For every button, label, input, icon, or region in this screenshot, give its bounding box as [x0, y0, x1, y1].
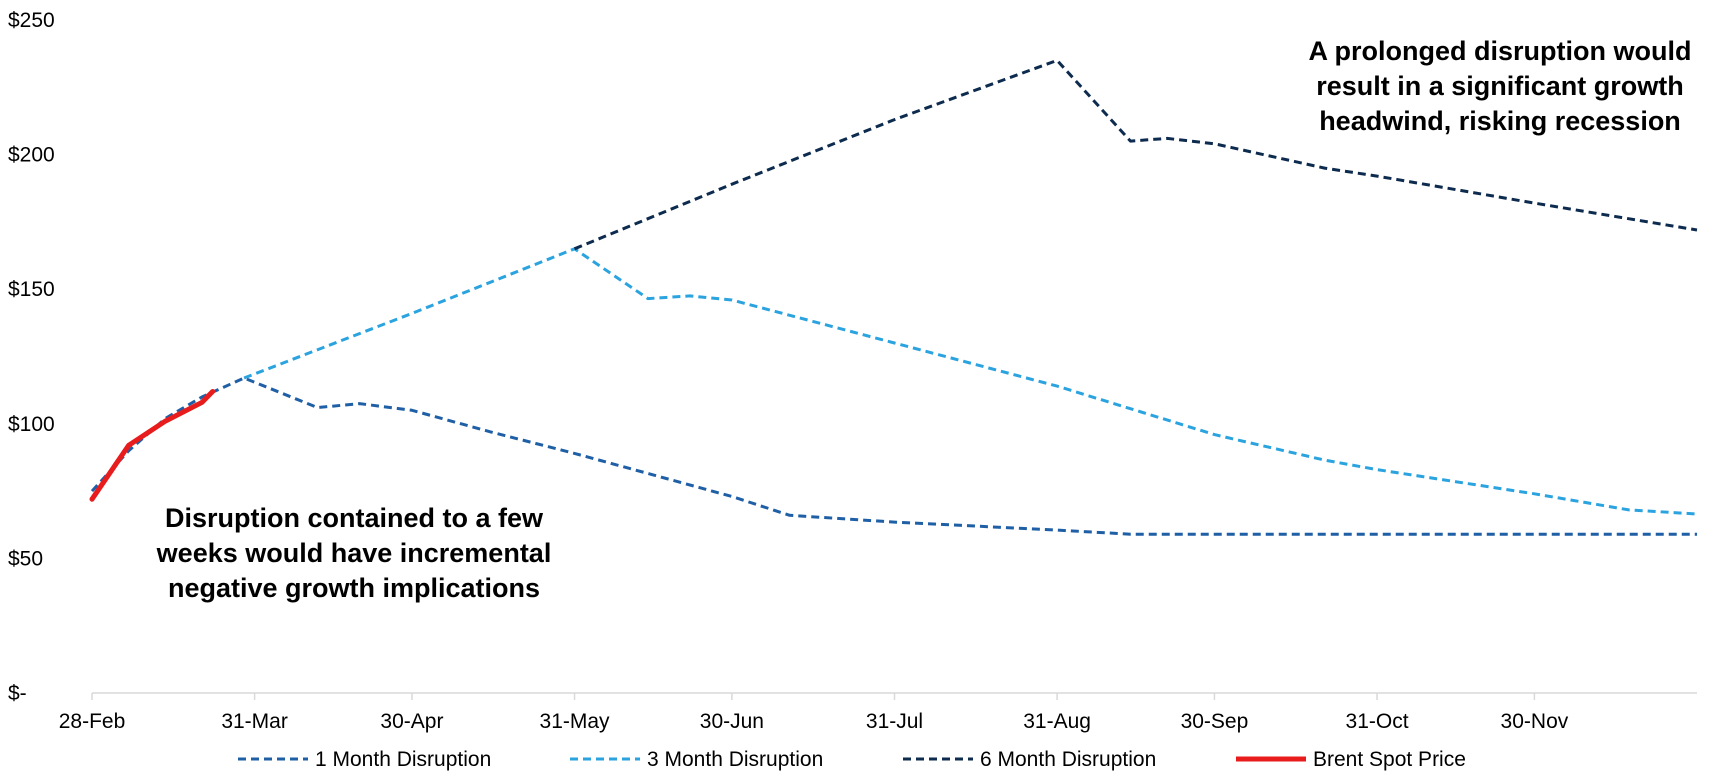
annotation-layer: A prolonged disruption would result in a … — [156, 36, 1692, 603]
series-line-3-month-disruption — [243, 247, 1698, 516]
x-tick-label: 30-Nov — [1501, 710, 1569, 733]
series-layer — [89, 58, 1698, 536]
y-tick-label: $150 — [8, 278, 55, 301]
y-tick-label: $100 — [8, 413, 55, 436]
y-tick-label: $250 — [8, 9, 55, 32]
series-line-6-month-disruption — [573, 58, 1698, 251]
y-tick-label: $- — [8, 682, 27, 705]
x-tick-label: 30-Apr — [380, 710, 443, 733]
x-tick-label: 30-Sep — [1181, 710, 1249, 733]
y-axis: $- $50 $100 $150 $200 $250 — [8, 9, 55, 705]
annotation-line: headwind, risking recession — [1319, 106, 1681, 136]
legend-label-brent-spot-price: Brent Spot Price — [1313, 748, 1466, 771]
x-tick-label: 28-Feb — [59, 710, 126, 733]
x-tick-label: 31-Mar — [221, 710, 288, 733]
x-tick-label: 31-Aug — [1023, 710, 1091, 733]
legend-label-1-month-disruption: 1 Month Disruption — [315, 748, 491, 771]
series-line-1-month-disruption — [90, 376, 1697, 536]
annotation-line: negative growth implications — [168, 573, 540, 603]
x-axis: 28-Feb 31-Mar 30-Apr 31-May 30-Jun 31-Jul 31-A… — [59, 692, 1697, 733]
annotation-line: weeks would have incremental — [156, 538, 552, 568]
annotation-line: Disruption contained to a few — [165, 503, 544, 533]
annotation-line: A prolonged disruption would — [1309, 36, 1692, 66]
x-tick-label: 30-Jun — [700, 710, 764, 733]
legend-label-3-month-disruption: 3 Month Disruption — [647, 748, 823, 771]
y-tick-label: $200 — [8, 144, 55, 167]
legend-label-6-month-disruption: 6 Month Disruption — [980, 748, 1156, 771]
x-tick-label: 31-Oct — [1346, 710, 1409, 733]
y-tick-label: $50 — [8, 547, 43, 570]
legend: 1 Month Disruption 3 Month Disruption 6 Mo… — [238, 748, 1466, 771]
x-tick-label: 31-May — [540, 710, 611, 733]
x-tick-label: 31-Jul — [866, 710, 923, 733]
annotation-line: result in a significant growth — [1316, 71, 1684, 101]
series-line-brent-spot-price — [89, 389, 216, 502]
